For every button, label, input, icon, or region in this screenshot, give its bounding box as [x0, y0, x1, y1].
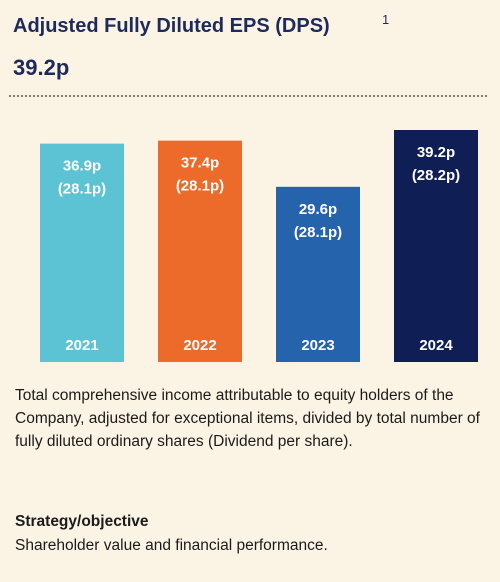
headline-value: 39.2p — [13, 55, 70, 80]
footnote-marker: 1 — [382, 12, 390, 27]
bar-2023 — [276, 186, 360, 362]
bar-chart: 36.9p (28.1p) 2021 37.4p (28.1p) 2022 29.6p (28… — [40, 130, 478, 362]
bar-year-label: 2023 — [301, 337, 334, 354]
dotted-divider — [9, 95, 487, 97]
bar-year-label: 2022 — [183, 337, 216, 354]
bar-dps-label: (28.2p) — [412, 167, 460, 184]
bar-value-label: 37.4p — [181, 155, 219, 172]
bar-2022 — [158, 140, 242, 362]
bar-year-label: 2024 — [419, 337, 453, 354]
bar-2024 — [394, 130, 478, 362]
strategy-heading: Strategy/objective — [15, 513, 149, 530]
bar-value-label: 36.9p — [63, 158, 101, 175]
bar-dps-label: (28.1p) — [176, 178, 224, 195]
chart-title: Adjusted Fully Diluted EPS (DPS) — [13, 15, 330, 37]
description-text: Total comprehensive income attributable … — [15, 387, 480, 450]
bar-value-label: 39.2p — [417, 144, 455, 161]
bar-year-label: 2021 — [65, 337, 98, 354]
bar-dps-label: (28.1p) — [58, 181, 106, 198]
bar-value-label: 29.6p — [299, 201, 337, 218]
strategy-text: Shareholder value and financial performa… — [15, 537, 328, 554]
bar-dps-label: (28.1p) — [294, 224, 342, 241]
bar-2021 — [40, 143, 124, 362]
